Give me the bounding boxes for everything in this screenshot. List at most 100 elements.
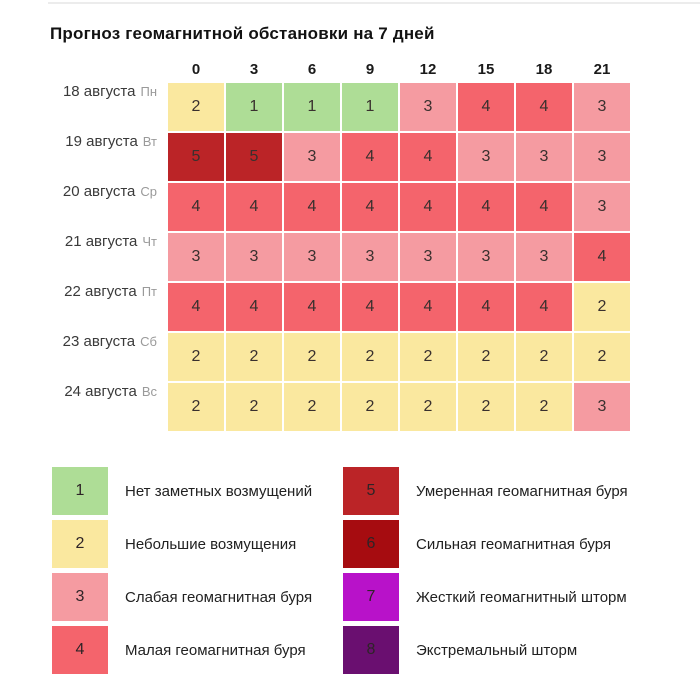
kp-cell-r1-c2: 3	[284, 133, 340, 181]
kp-cell-r3-c6: 3	[516, 233, 572, 281]
kp-cell-r0-c5: 4	[458, 83, 514, 131]
kp-cell-r0-c4: 3	[400, 83, 456, 131]
legend-swatch-4: 4	[52, 626, 108, 674]
hour-header-9: 9	[365, 60, 375, 78]
legend-item-4: 4 Малая геомагнитная буря	[52, 626, 343, 674]
legend-item-3: 3 Слабая геомагнитная буря	[52, 573, 343, 621]
kp-cell-r1-c7: 3	[574, 133, 630, 181]
legend-item-2: 2 Небольшие возмущения	[52, 520, 343, 568]
kp-cell-r1-c1: 5	[226, 133, 282, 181]
kp-cell-r6-c1: 2	[226, 383, 282, 431]
kp-cell-r4-c7: 2	[574, 283, 630, 331]
legend-label-4: Малая геомагнитная буря	[125, 641, 306, 659]
kp-cell-r4-c0: 4	[168, 283, 224, 331]
legend-item-8: 8 Экстремальный шторм	[343, 626, 628, 674]
kp-cell-r5-c7: 2	[574, 333, 630, 381]
row-weekday: Пт	[141, 284, 157, 299]
row-label: 23 августа Сб	[0, 333, 166, 381]
kp-cell-r5-c3: 2	[342, 333, 398, 381]
legend-label-7: Жесткий геомагнитный шторм	[416, 588, 627, 606]
kp-cell-r2-c2: 4	[284, 183, 340, 231]
legend-swatch-7: 7	[343, 573, 399, 621]
kp-cell-r6-c6: 2	[516, 383, 572, 431]
legend-label-1: Нет заметных возмущений	[125, 482, 313, 500]
kp-cell-r5-c1: 2	[226, 333, 282, 381]
kp-cell-r4-c1: 4	[226, 283, 282, 331]
row-weekday: Вт	[142, 134, 157, 149]
legend-swatch-5: 5	[343, 467, 399, 515]
row-label: 20 августа Ср	[0, 183, 166, 231]
legend: 1 Нет заметных возмущений 2 Небольшие возму…	[52, 467, 628, 674]
kp-cell-r1-c4: 4	[400, 133, 456, 181]
legend-column-2: 5 Умеренная геомагнитная буря 6 Сильная гео…	[343, 467, 628, 674]
legend-swatch-8: 8	[343, 626, 399, 674]
kp-cell-r6-c2: 2	[284, 383, 340, 431]
kp-cell-r2-c3: 4	[342, 183, 398, 231]
kp-cell-r0-c3: 1	[342, 83, 398, 131]
legend-label-8: Экстремальный шторм	[416, 641, 578, 659]
row-date: 20 августа	[62, 183, 136, 200]
kp-cell-r3-c2: 3	[284, 233, 340, 281]
top-divider	[48, 2, 700, 4]
kp-cell-r2-c5: 4	[458, 183, 514, 231]
kp-cell-r6-c3: 2	[342, 383, 398, 431]
row-date: 18 августа	[62, 83, 136, 100]
kp-cell-r3-c0: 3	[168, 233, 224, 281]
kp-cell-r0-c1: 1	[226, 83, 282, 131]
row-weekday: Вс	[141, 384, 157, 399]
kp-cell-r5-c5: 2	[458, 333, 514, 381]
row-label: 18 августа Пн	[0, 83, 166, 131]
legend-item-1: 1 Нет заметных возмущений	[52, 467, 343, 515]
kp-cell-r4-c4: 4	[400, 283, 456, 331]
kp-cell-r6-c5: 2	[458, 383, 514, 431]
kp-cell-r3-c5: 3	[458, 233, 514, 281]
hour-header-6: 6	[307, 60, 317, 78]
kp-cell-r6-c4: 2	[400, 383, 456, 431]
legend-item-6: 6 Сильная геомагнитная буря	[343, 520, 628, 568]
row-date: 19 августа	[65, 133, 138, 150]
kp-cell-r4-c3: 4	[342, 283, 398, 331]
page-title: Прогноз геомагнитной обстановки на 7 дне…	[50, 24, 435, 43]
legend-swatch-3: 3	[52, 573, 108, 621]
row-weekday: Пн	[140, 84, 157, 99]
kp-cell-r2-c6: 4	[516, 183, 572, 231]
legend-swatch-6: 6	[343, 520, 399, 568]
row-label: 22 августа Пт	[0, 283, 166, 331]
row-label: 24 августа Вс	[0, 383, 166, 431]
legend-label-2: Небольшие возмущения	[125, 535, 297, 553]
kp-cell-r1-c0: 5	[168, 133, 224, 181]
row-date: 24 августа	[64, 383, 137, 400]
kp-cell-r2-c4: 4	[400, 183, 456, 231]
kp-cell-r4-c5: 4	[458, 283, 514, 331]
kp-cell-r0-c7: 3	[574, 83, 630, 131]
kp-cell-r4-c2: 4	[284, 283, 340, 331]
legend-label-6: Сильная геомагнитная буря	[416, 535, 611, 553]
kp-cell-r1-c6: 3	[516, 133, 572, 181]
forecast-table: 0 3 6 9 12 15 18 21 18 августа Пн 2 1 1 1 3 4 4 3 19 авгус…	[0, 57, 630, 431]
row-date: 22 августа	[64, 283, 137, 300]
kp-cell-r2-c1: 4	[226, 183, 282, 231]
kp-cell-r5-c4: 2	[400, 333, 456, 381]
kp-cell-r4-c6: 4	[516, 283, 572, 331]
kp-cell-r5-c0: 2	[168, 333, 224, 381]
row-weekday: Чт	[142, 234, 157, 249]
hour-header-21: 21	[593, 60, 611, 78]
kp-cell-r1-c3: 4	[342, 133, 398, 181]
legend-column-1: 1 Нет заметных возмущений 2 Небольшие возму…	[52, 467, 343, 674]
row-label: 21 августа Чт	[0, 233, 166, 281]
kp-cell-r0-c0: 2	[168, 83, 224, 131]
legend-item-5: 5 Умеренная геомагнитная буря	[343, 467, 628, 515]
corner-spacer	[0, 57, 166, 81]
kp-cell-r3-c4: 3	[400, 233, 456, 281]
legend-swatch-1: 1	[52, 467, 108, 515]
kp-cell-r3-c3: 3	[342, 233, 398, 281]
hour-header-15: 15	[477, 60, 495, 78]
kp-cell-r6-c7: 3	[574, 383, 630, 431]
kp-cell-r3-c1: 3	[226, 233, 282, 281]
legend-item-7: 7 Жесткий геомагнитный шторм	[343, 573, 628, 621]
kp-cell-r2-c7: 3	[574, 183, 630, 231]
kp-cell-r1-c5: 3	[458, 133, 514, 181]
kp-cell-r2-c0: 4	[168, 183, 224, 231]
row-weekday: Сб	[140, 334, 157, 349]
kp-cell-r0-c6: 4	[516, 83, 572, 131]
